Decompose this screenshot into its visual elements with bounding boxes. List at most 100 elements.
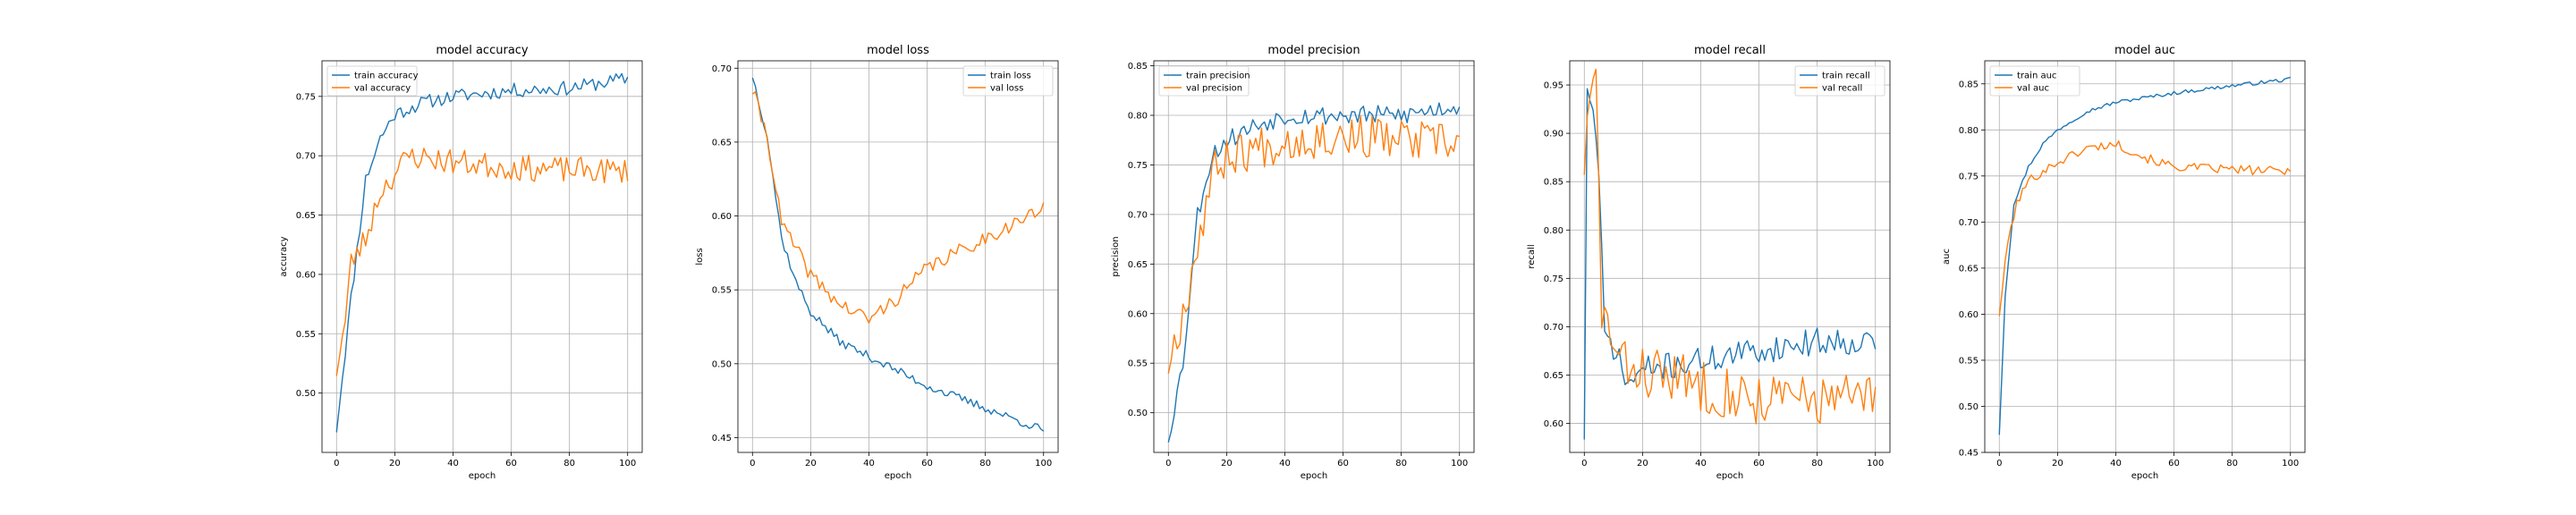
y-tick-label: 0.80 <box>1544 226 1563 236</box>
chart-panel-model-recall: model recall 0 20 40 60 80 100 0.60 0.65 0.70 0.75… <box>1527 44 1891 481</box>
y-tick-label: 0.50 <box>296 389 316 399</box>
y-axis-label: loss <box>695 248 705 265</box>
x-tick-label: 40 <box>2110 459 2122 469</box>
legend-label: val accuracy <box>354 84 411 94</box>
y-tick-label: 0.55 <box>1128 359 1148 369</box>
x-tick-label: 20 <box>389 459 401 469</box>
legend-label: val precision <box>1186 84 1242 94</box>
axes-frame <box>1569 60 1891 453</box>
y-tick-label: 0.70 <box>712 64 732 74</box>
y-tick-label: 0.55 <box>1959 356 1979 366</box>
x-tick-label: 20 <box>805 459 817 469</box>
series-line-val-loss <box>751 91 1045 324</box>
y-tick-label: 0.60 <box>1128 309 1148 319</box>
legend-label: train recall <box>1822 72 1870 81</box>
x-tick-label: 40 <box>1695 459 1707 469</box>
x-axis-label: epoch <box>2131 471 2158 481</box>
series-line-train-precision <box>1167 102 1461 443</box>
y-tick-label: 0.65 <box>1959 264 1979 274</box>
y-tick-label: 0.65 <box>1544 371 1563 381</box>
y-tick-label: 0.50 <box>1959 402 1979 412</box>
y-tick-label: 0.55 <box>712 286 732 296</box>
y-tick-label: 0.95 <box>1544 81 1563 91</box>
legend: train accuracy val accuracy <box>326 65 419 97</box>
y-tick-label: 0.60 <box>1959 310 1979 320</box>
legend-label: train loss <box>990 72 1031 81</box>
series-line-val-accuracy <box>335 148 629 376</box>
y-tick-label: 0.80 <box>1128 111 1148 121</box>
series-line-train-auc <box>1998 76 2291 435</box>
legend-label: val loss <box>990 84 1023 94</box>
x-tick-label: 100 <box>619 459 636 469</box>
legend: train precision val precision <box>1158 65 1250 97</box>
x-tick-label: 100 <box>1451 459 1468 469</box>
x-tick-label: 0 <box>750 459 755 469</box>
series-line-val-recall <box>1583 68 1877 425</box>
y-axis-label: recall <box>1527 244 1537 268</box>
x-axis-label: epoch <box>885 471 911 481</box>
x-tick-label: 80 <box>979 459 991 469</box>
y-tick-label: 0.75 <box>1544 274 1563 284</box>
x-tick-label: 40 <box>1279 459 1291 469</box>
y-tick-label: 0.85 <box>1128 62 1148 72</box>
axes-frame <box>1153 60 1475 453</box>
y-tick-label: 0.75 <box>1128 161 1148 171</box>
y-tick-label: 0.90 <box>1544 130 1563 139</box>
legend: train recall val recall <box>1794 65 1885 97</box>
y-tick-label: 0.60 <box>1544 419 1563 429</box>
series-line-train-accuracy <box>335 72 629 433</box>
x-tick-label: 80 <box>564 459 575 469</box>
chart-panel-model-accuracy: model accuracy 0 20 40 60 80 100 0.50 0.55 0.60 0.… <box>279 44 643 481</box>
x-tick-label: 80 <box>1811 459 1823 469</box>
chart-title: model auc <box>2114 44 2175 57</box>
axes-frame <box>321 60 643 453</box>
x-tick-label: 100 <box>2282 459 2299 469</box>
y-tick-label: 0.85 <box>1959 80 1979 89</box>
legend-label: val auc <box>2017 84 2049 94</box>
y-tick-label: 0.85 <box>1544 178 1563 188</box>
series-line-val-auc <box>1998 140 2292 317</box>
x-tick-label: 20 <box>1221 459 1233 469</box>
x-tick-label: 100 <box>1867 459 1884 469</box>
y-tick-label: 0.45 <box>712 434 732 443</box>
legend: train loss val loss <box>962 65 1054 97</box>
chart-panel-model-auc: model auc 0 20 40 60 80 100 0.45 0.50 0.55 0.60 0.6… <box>1942 44 2306 481</box>
chart-title: model accuracy <box>436 44 529 57</box>
x-tick-label: 100 <box>1035 459 1052 469</box>
x-tick-label: 60 <box>2168 459 2180 469</box>
x-tick-label: 0 <box>1581 459 1587 469</box>
x-tick-label: 60 <box>1753 459 1765 469</box>
y-tick-label: 0.55 <box>296 330 316 340</box>
chart-title: model loss <box>867 44 929 57</box>
x-tick-label: 20 <box>2052 459 2063 469</box>
y-axis-label: precision <box>1111 236 1121 276</box>
y-tick-label: 0.70 <box>1959 218 1979 228</box>
x-axis-label: epoch <box>469 471 496 481</box>
y-tick-label: 0.70 <box>1128 210 1148 220</box>
legend-label: train auc <box>2017 72 2056 81</box>
x-tick-label: 20 <box>1637 459 1648 469</box>
x-tick-label: 40 <box>863 459 875 469</box>
axes-frame <box>737 60 1059 453</box>
y-tick-label: 0.60 <box>712 212 732 222</box>
chart-title: model recall <box>1694 44 1766 57</box>
x-tick-label: 60 <box>1337 459 1349 469</box>
y-axis-label: auc <box>1942 249 1952 265</box>
chart-title: model precision <box>1267 44 1360 57</box>
x-tick-label: 40 <box>447 459 459 469</box>
y-tick-label: 0.65 <box>1128 260 1148 270</box>
chart-panel-model-precision: model precision 0 20 40 60 80 100 0.50 0.55 0.60 0… <box>1111 44 1475 481</box>
x-axis-label: epoch <box>1716 471 1743 481</box>
y-tick-label: 0.65 <box>296 211 316 221</box>
x-tick-label: 0 <box>334 459 339 469</box>
y-tick-label: 0.60 <box>296 270 316 280</box>
y-tick-label: 0.50 <box>1128 409 1148 418</box>
x-tick-label: 80 <box>1395 459 1407 469</box>
legend-label: train accuracy <box>354 72 419 81</box>
series-line-val-precision <box>1167 115 1460 374</box>
y-tick-label: 0.50 <box>712 359 732 369</box>
series-line-train-recall <box>1583 88 1877 440</box>
legend: train auc val auc <box>1989 65 2080 97</box>
y-tick-label: 0.75 <box>1959 172 1979 182</box>
y-tick-label: 0.45 <box>1959 449 1979 459</box>
